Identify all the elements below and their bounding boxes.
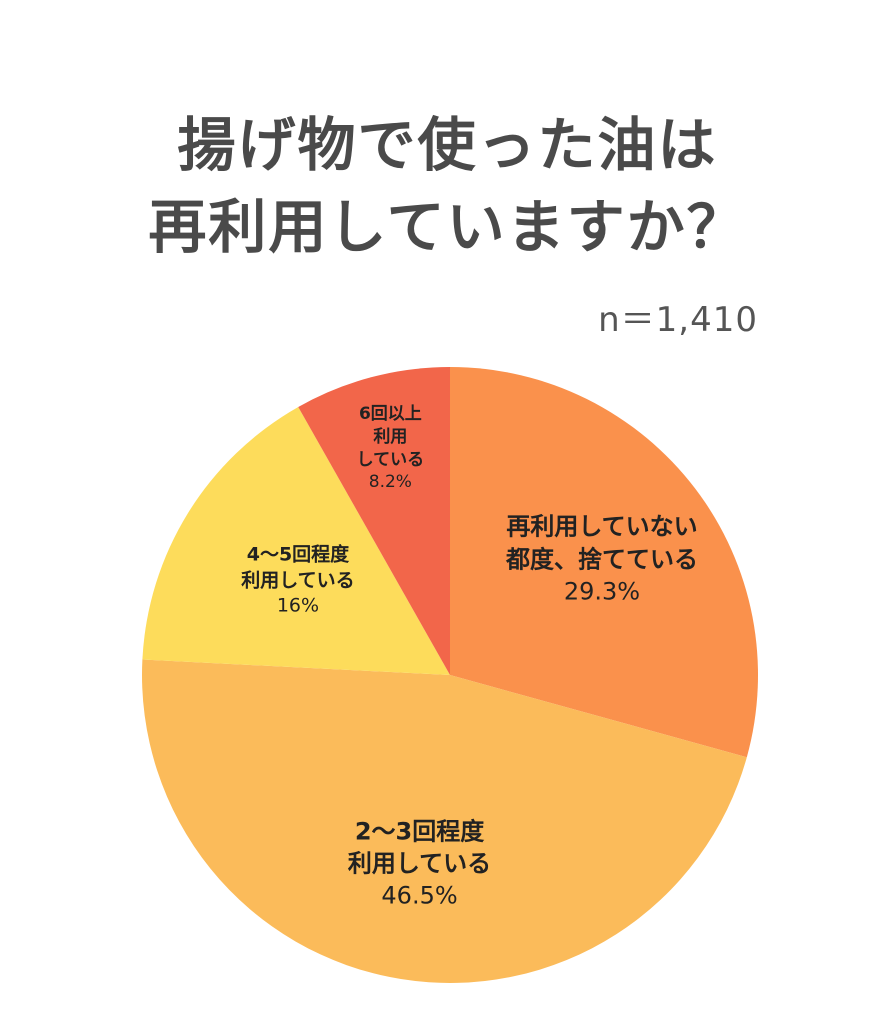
slice-label-line: 利用: [373, 426, 408, 447]
slice-label-line: 4～5回程度: [246, 543, 350, 566]
pie-slice: [298, 367, 450, 675]
slice-label-line: 利用している: [347, 849, 492, 878]
slice-percent: 16%: [276, 594, 320, 617]
slice-label-4-5-times: 4～5回程度 利用している 16%: [241, 543, 354, 620]
pie-slice: [142, 406, 450, 675]
slice-label-6-plus-times: 6回以上 利用 している 8.2%: [357, 403, 425, 495]
sample-size-label: n＝1,410: [598, 300, 758, 340]
chart-title-line-1: 揚げ物で使った油は: [177, 111, 718, 179]
slice-label-2-3-times: 2～3回程度 利用している 46.5%: [348, 815, 491, 912]
slice-label-not-reused: 再利用していない 都度、捨てている 29.3%: [506, 511, 698, 608]
pie-slice: [142, 659, 747, 984]
slice-label-line: 都度、捨てている: [505, 545, 698, 574]
slice-label-line: 2～3回程度: [354, 816, 485, 845]
slice-label-line: 6回以上: [358, 403, 422, 424]
slice-label-line: している: [356, 449, 425, 470]
chart-title-line-2: 再利用していますか？: [148, 193, 747, 261]
slice-label-line: 再利用していない: [506, 512, 698, 541]
slice-percent: 46.5%: [381, 881, 458, 910]
slice-label-line: 利用している: [241, 569, 355, 592]
pie-slice: [450, 367, 758, 758]
slice-percent: 8.2%: [368, 472, 412, 493]
slice-percent: 29.3%: [563, 577, 641, 606]
